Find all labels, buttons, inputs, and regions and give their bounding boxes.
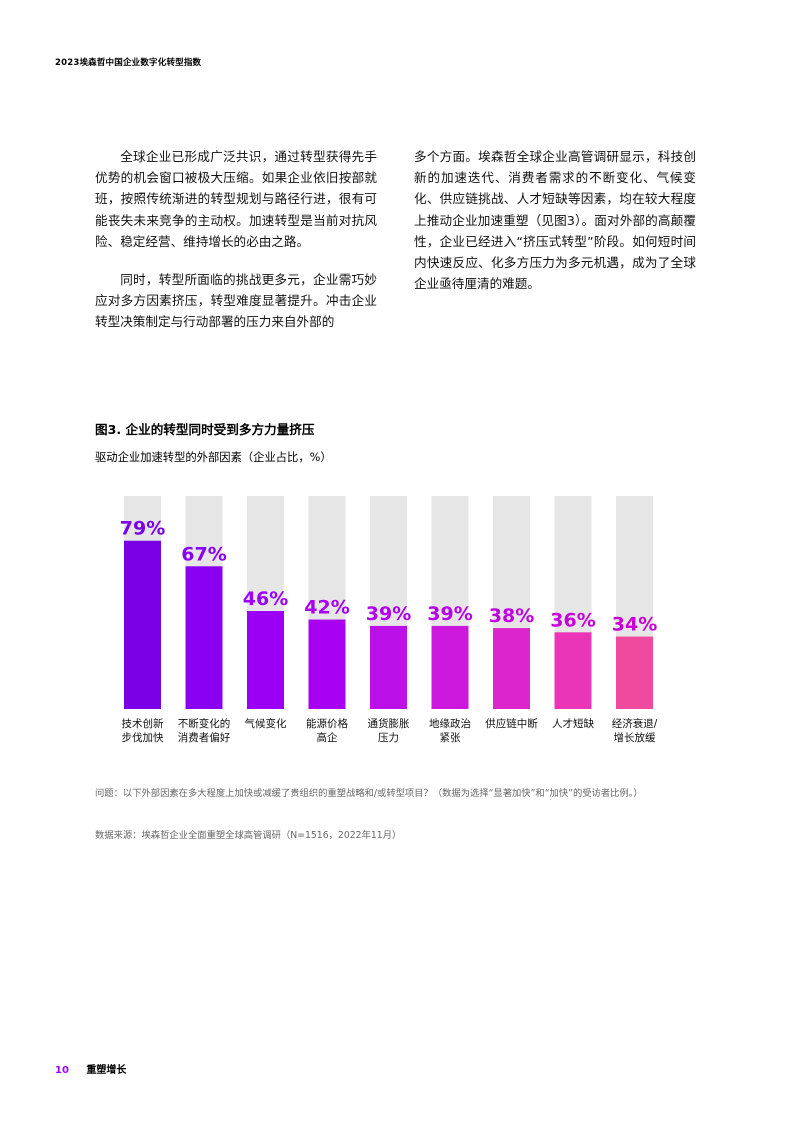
category-label: 供应链中断 xyxy=(485,717,538,730)
category-label: 不断变化的 xyxy=(178,717,231,730)
bar xyxy=(554,632,592,709)
bar-value-label: 38% xyxy=(489,605,534,627)
bar-value-label: 79% xyxy=(120,518,165,540)
category-label: 消费者偏好 xyxy=(178,731,231,744)
bar xyxy=(124,540,161,709)
page-footer: 10 重塑增长 xyxy=(55,1061,126,1076)
bar-value-label: 39% xyxy=(366,603,411,625)
figure-subtitle: 驱动企业加速转型的外部因素（企业占比，%） xyxy=(95,451,332,464)
category-label: 步伐加快 xyxy=(122,732,164,744)
category-label: 增长放缓 xyxy=(614,731,656,744)
category-label: 能源价格 xyxy=(306,717,348,730)
bar-value-label: 46% xyxy=(243,588,288,610)
data-source-note: 数据来源：埃森哲企业全面重塑全球高管调研（N=1516，2022年11月） xyxy=(95,830,402,841)
bar-value-label: 34% xyxy=(612,614,657,636)
survey-question-note: 问题：以下外部因素在多大程度上加快或减缓了贵组织的重塑战略和/或转型项目？（数据… xyxy=(95,788,643,799)
category-label: 气候变化 xyxy=(245,717,287,730)
category-label: 紧张 xyxy=(440,732,461,744)
bar xyxy=(493,628,530,709)
bar xyxy=(370,625,407,709)
bar-value-label: 67% xyxy=(181,543,226,565)
figure-title: 图3. 企业的转型同时受到多方力量挤压 xyxy=(95,422,315,437)
page-number: 10 xyxy=(55,1065,69,1076)
category-label: 人才短缺 xyxy=(552,717,594,730)
category-label: 经济衰退/ xyxy=(612,717,658,730)
bar xyxy=(185,566,223,709)
category-label: 压力 xyxy=(378,731,399,744)
body-paragraph: 同时，转型所面临的挑战更多元，企业需巧妙应对多方因素挤压，转型难度显著提升。冲击… xyxy=(95,272,377,330)
bar-value-label: 42% xyxy=(304,597,349,619)
section-name: 重塑增长 xyxy=(86,1065,127,1076)
bar-value-label: 39% xyxy=(427,603,472,625)
bar xyxy=(308,619,346,709)
bar xyxy=(247,611,284,709)
category-label: 技术创新 xyxy=(122,717,164,730)
body-paragraph: 全球企业已形成广泛共识，通过转型获得先手优势的机会窗口被极大压缩。如果企业依旧按… xyxy=(95,149,377,249)
category-label: 高企 xyxy=(317,731,338,744)
bar-value-label: 36% xyxy=(550,609,595,631)
bar xyxy=(616,636,653,709)
body-left-column: 全球企业已形成广泛共识，通过转型获得先手优势的机会窗口被极大压缩。如果企业依旧按… xyxy=(95,146,377,350)
body-paragraph: 多个方面。埃森哲全球企业高管调研显示，科技创新的加速迭代、消费者需求的不断变化、… xyxy=(414,149,696,292)
category-label: 通货膨胀 xyxy=(368,717,410,730)
body-right-column: 多个方面。埃森哲全球企业高管调研显示，科技创新的加速迭代、消费者需求的不断变化、… xyxy=(414,146,696,311)
category-label: 地缘政治 xyxy=(429,717,471,730)
running-header: 2023埃森哲中国企业数字化转型指数 xyxy=(55,58,202,68)
bar xyxy=(431,625,469,709)
